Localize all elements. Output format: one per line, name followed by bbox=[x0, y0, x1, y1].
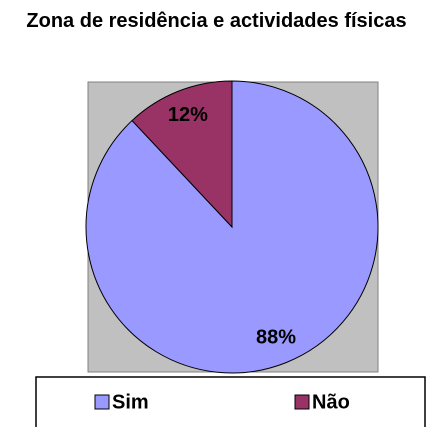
legend-swatch bbox=[94, 394, 110, 410]
pie-slice bbox=[131, 80, 233, 229]
data-label: 88% bbox=[256, 327, 296, 349]
legend-label: Sim bbox=[112, 391, 149, 413]
legend-swatch bbox=[294, 394, 310, 410]
legend-box bbox=[35, 376, 426, 427]
data-label: 12% bbox=[168, 104, 208, 126]
legend-label: Não bbox=[312, 391, 350, 413]
chart-title: Zona de residência e actividades físicas bbox=[26, 10, 407, 32]
